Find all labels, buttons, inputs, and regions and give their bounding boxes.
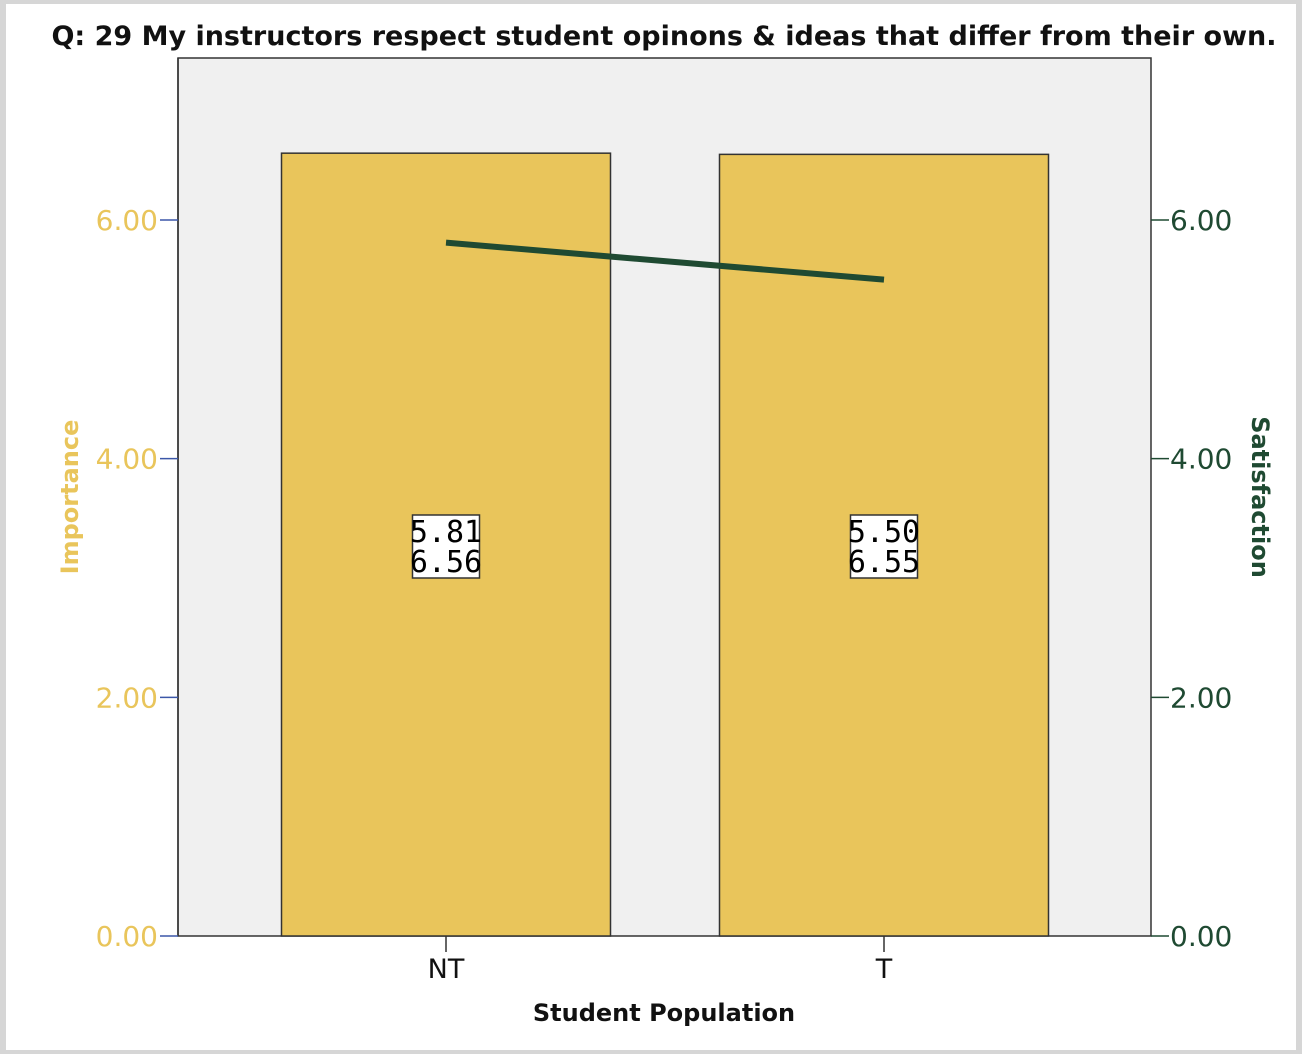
right-axis: 0.00 2.00 4.00 6.00 <box>1151 204 1232 953</box>
data-label-nt-2: 6.56 <box>410 545 482 580</box>
right-tick-label: 2.00 <box>1170 681 1232 714</box>
left-tick-label: 6.00 <box>96 204 158 237</box>
x-axis-title: Student Population <box>533 999 795 1027</box>
right-tick-label: 4.00 <box>1170 443 1232 476</box>
left-tick-label: 4.00 <box>96 443 158 476</box>
data-label-t-1: 5.50 <box>848 515 920 550</box>
chart-title: Q: 29 My instructors respect student opi… <box>51 21 1276 52</box>
x-tick-label-t: T <box>875 954 893 985</box>
satisfaction-line <box>445 239 885 283</box>
y-axis-title: Importance <box>56 420 84 575</box>
right-tick-label: 6.00 <box>1170 204 1232 237</box>
data-label-box-nt <box>411 514 481 579</box>
data-label-nt-1: 5.81 <box>410 515 482 550</box>
data-label-box-t <box>849 514 919 579</box>
data-labels-layer: 5.816.56 5.506.55 <box>410 514 920 580</box>
left-tick-label: 0.00 <box>96 920 158 953</box>
data-label-t-2: 6.55 <box>848 545 920 580</box>
left-tick-label: 2.00 <box>96 681 158 714</box>
x-tick-label-nt: NT <box>428 954 465 985</box>
right-tick-label: 0.00 <box>1170 920 1232 953</box>
y2-axis-title: Satisfaction <box>1246 416 1274 578</box>
x-axis: NT T <box>428 936 893 985</box>
left-axis: 0.00 2.00 4.00 6.00 <box>96 58 179 953</box>
line-layer <box>445 239 885 283</box>
